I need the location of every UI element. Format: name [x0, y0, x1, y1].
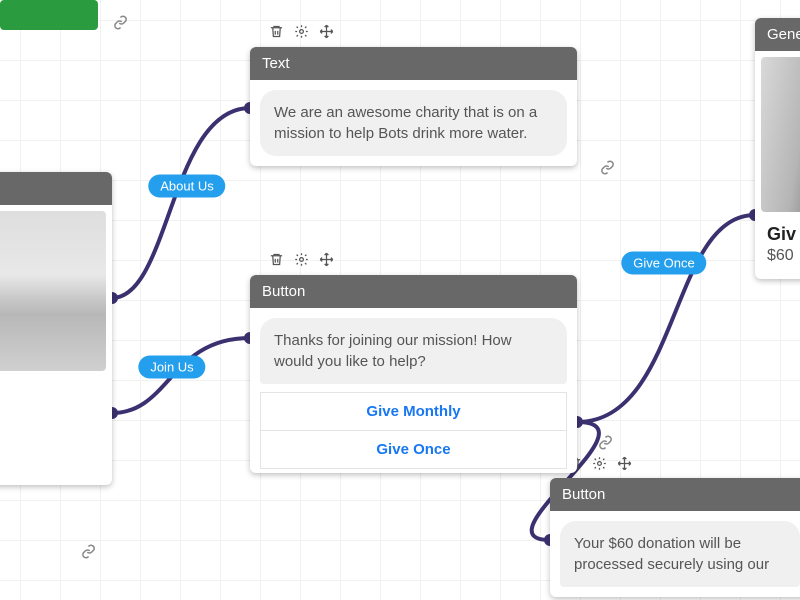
green-button[interactable]: [0, 0, 98, 30]
gear-icon[interactable]: [294, 252, 309, 267]
node-title: Text: [250, 47, 577, 80]
node-toolbar: [269, 24, 334, 39]
card-subtitle: $60: [767, 247, 800, 265]
move-icon[interactable]: [617, 456, 632, 471]
gear-icon[interactable]: [592, 456, 607, 471]
link-icon[interactable]: [600, 160, 615, 175]
node-button-card[interactable]: Button Thanks for joining our mission! H…: [250, 275, 577, 473]
move-icon[interactable]: [319, 252, 334, 267]
link-icon[interactable]: [598, 435, 613, 450]
edge-label-give-once[interactable]: Give Once: [621, 252, 706, 275]
node-text-card[interactable]: Text We are an awesome charity that is o…: [250, 47, 577, 166]
message-bubble: We are an awesome charity that is on a m…: [260, 90, 567, 156]
node-left[interactable]: e everyone is: [0, 172, 112, 485]
button-option[interactable]: Give Monthly: [260, 392, 567, 431]
image-placeholder: [761, 57, 800, 212]
link-icon[interactable]: [113, 15, 128, 30]
node-text: e everyone is: [0, 377, 112, 395]
node-title: Generi: [755, 18, 800, 51]
edge-label-about[interactable]: About Us: [148, 175, 225, 198]
card-title: Giv: [767, 224, 800, 245]
image-placeholder: [0, 211, 106, 371]
gear-icon[interactable]: [294, 24, 309, 39]
node-title: Button: [550, 478, 800, 511]
node-generic-card[interactable]: Generi Giv $60: [755, 18, 800, 279]
trash-icon[interactable]: [269, 24, 284, 39]
link-icon[interactable]: [81, 544, 96, 559]
trash-icon[interactable]: [269, 252, 284, 267]
node-title: Button: [250, 275, 577, 308]
message-bubble: Your $60 donation will be processed secu…: [560, 521, 800, 587]
move-icon[interactable]: [319, 24, 334, 39]
message-bubble: Thanks for joining our mission! How woul…: [260, 318, 567, 384]
node-button-card[interactable]: Button Your $60 donation will be process…: [550, 478, 800, 597]
node-toolbar: [269, 252, 334, 267]
button-option[interactable]: Give Once: [260, 431, 567, 469]
edge-label-join[interactable]: Join Us: [138, 356, 205, 379]
node-title: [0, 172, 112, 205]
